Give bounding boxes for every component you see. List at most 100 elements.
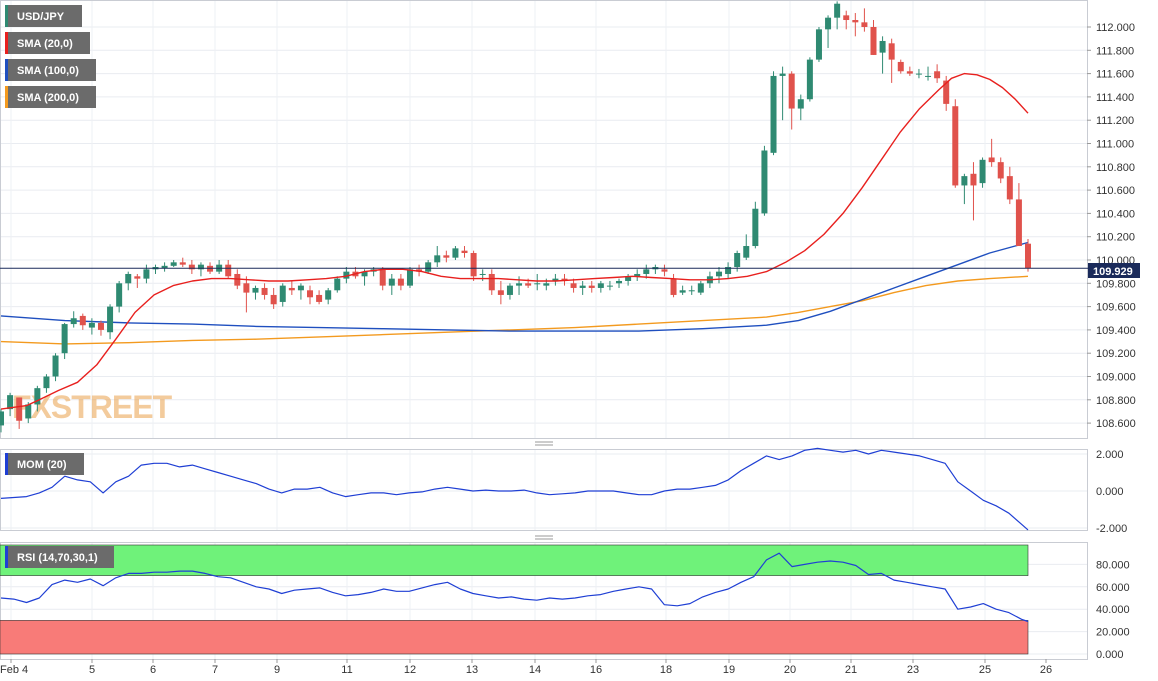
- y-tick-label: -2.000: [1096, 523, 1127, 535]
- candle-body: [879, 40, 886, 53]
- candle: [715, 266, 722, 284]
- candle-body: [943, 80, 950, 104]
- candle-body: [388, 278, 395, 286]
- panel-resize-handle-1[interactable]: [535, 441, 553, 446]
- rsi-line: [0, 552, 1029, 623]
- legend-item-sma20[interactable]: SMA (20,0): [5, 32, 90, 54]
- last-price-badge-bg: [1088, 263, 1140, 278]
- candle: [852, 13, 859, 37]
- candle: [134, 273, 141, 288]
- candle-body: [179, 262, 186, 265]
- candle: [861, 8, 868, 32]
- x-tick-label: 7: [212, 664, 218, 676]
- panel-resize-handle-2[interactable]: [535, 535, 553, 540]
- candle: [97, 320, 104, 336]
- candle: [61, 322, 68, 360]
- y-axis-ticks: 112.000 111.800 111.600 111.400 111.200 111.0…: [1087, 22, 1136, 661]
- candle: [534, 273, 541, 291]
- rsi-overbought-zone: [0, 544, 1029, 576]
- candle-body: [43, 376, 50, 389]
- y-tick-label: 109.800: [1096, 278, 1136, 290]
- legend-item-usdjpy[interactable]: USD/JPY: [5, 5, 82, 27]
- candle: [752, 201, 759, 249]
- candle: [1015, 183, 1022, 247]
- candle-body: [806, 59, 813, 100]
- candle: [906, 66, 913, 76]
- candle-body: [606, 285, 613, 287]
- legend-bg: [8, 32, 90, 54]
- candle: [279, 283, 286, 307]
- candle: [461, 246, 468, 258]
- y-tick-label: 2.000: [1096, 449, 1124, 461]
- legend-item-rsi[interactable]: RSI (14,70,30,1): [5, 546, 114, 568]
- x-tick-label: 14: [529, 664, 541, 676]
- legend-bg: [8, 453, 84, 475]
- candle: [761, 145, 768, 216]
- candle-body: [625, 276, 632, 281]
- y-tick-label: 112.000: [1096, 22, 1135, 34]
- panel-frame: [0, 0, 1088, 439]
- candle: [934, 64, 941, 83]
- candle-body: [252, 287, 259, 293]
- candle-body: [915, 73, 922, 75]
- candle: [252, 285, 259, 300]
- candle-body: [952, 106, 959, 186]
- candle: [997, 157, 1004, 184]
- y-tick-label: 110.200: [1096, 232, 1135, 244]
- candle: [470, 250, 477, 281]
- legend-swatch: [5, 32, 8, 54]
- sma20-line: [0, 72, 1029, 410]
- legend-item-mom[interactable]: MOM (20): [5, 453, 84, 475]
- legend-label: MOM (20): [17, 459, 67, 471]
- legend-label: SMA (20,0): [17, 38, 73, 50]
- candle-body: [861, 22, 868, 27]
- candle: [843, 10, 850, 30]
- candle: [788, 71, 795, 130]
- legend-swatch: [5, 86, 8, 108]
- legend-swatch: [5, 5, 8, 27]
- candle: [70, 311, 77, 328]
- candle: [597, 280, 604, 293]
- candle: [488, 269, 495, 295]
- candle-body: [88, 322, 95, 328]
- x-tick-label: 6: [150, 664, 156, 676]
- candlesticks: [0, 1, 1031, 433]
- candle: [388, 273, 395, 295]
- candle-body: [334, 278, 341, 291]
- candle: [825, 15, 832, 48]
- legend-item-sma200[interactable]: SMA (200,0): [5, 86, 96, 108]
- candle-body: [779, 73, 786, 76]
- candle: [506, 283, 513, 300]
- candle: [579, 280, 586, 295]
- candle-body: [1025, 243, 1031, 269]
- candle: [7, 392, 14, 417]
- y-tick-label: 0.000: [1096, 486, 1124, 498]
- candle: [806, 57, 813, 102]
- candle: [179, 257, 186, 267]
- candle: [879, 36, 886, 74]
- candle-body: [688, 290, 695, 292]
- candle: [634, 269, 641, 281]
- candle-body: [506, 285, 513, 295]
- legend-item-sma100[interactable]: SMA (100,0): [5, 59, 96, 81]
- legend-swatch: [5, 546, 8, 568]
- candle-body: [525, 283, 532, 286]
- candle-body: [661, 269, 668, 272]
- candle-body: [597, 283, 604, 288]
- candle-body: [234, 273, 241, 286]
- candle: [616, 278, 623, 288]
- candle: [815, 27, 822, 62]
- candle: [870, 20, 877, 55]
- rsi-zones: [0, 544, 1029, 655]
- candle-body: [761, 150, 768, 214]
- candle-body: [906, 71, 913, 74]
- x-tick-label: 26: [1040, 664, 1052, 676]
- candle: [188, 260, 195, 274]
- candle-body: [734, 253, 741, 267]
- candle-body: [961, 176, 968, 186]
- sma20-path: [0, 72, 1029, 410]
- candle: [334, 276, 341, 293]
- candle-body: [279, 285, 286, 302]
- legend-label: SMA (200,0): [17, 92, 79, 104]
- candle-body: [225, 264, 232, 277]
